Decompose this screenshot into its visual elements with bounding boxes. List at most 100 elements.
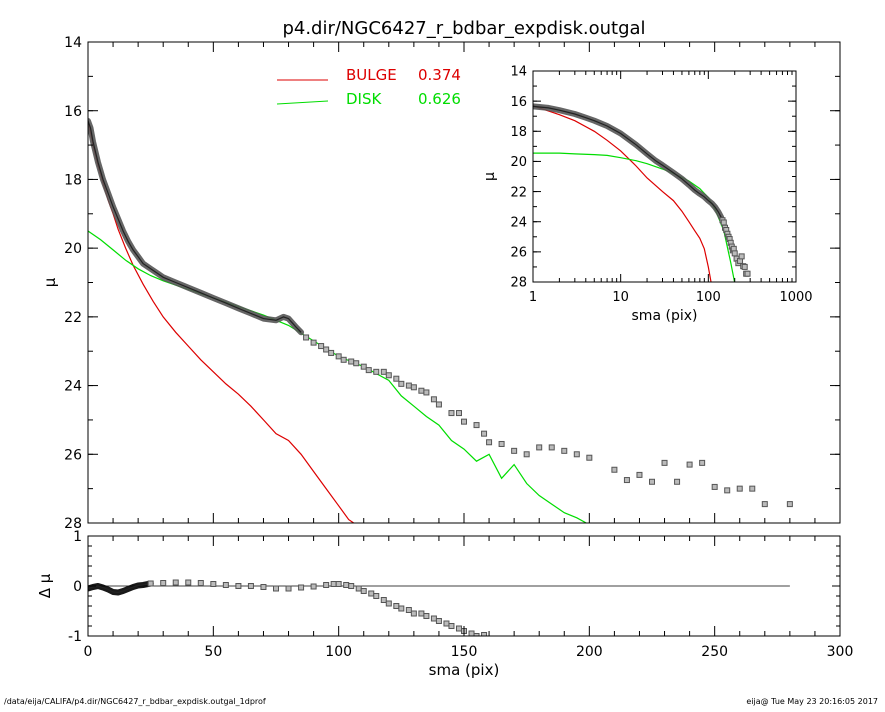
- residual-data-point: [410, 610, 417, 617]
- inset-ytick-label: 18: [510, 125, 527, 140]
- residual-data-point: [185, 579, 192, 586]
- inset-xtick-label: 1000: [779, 290, 812, 305]
- main-data-point: [398, 380, 405, 387]
- residual-data-point: [260, 584, 267, 590]
- main-data-point: [335, 353, 342, 360]
- main-data-point: [340, 356, 347, 363]
- residual-ytick-label: 0: [73, 579, 82, 595]
- residual-data-point: [443, 620, 450, 627]
- inset-ytick-label: 16: [510, 95, 527, 110]
- main-data-point: [348, 358, 355, 365]
- residual-data-point: [172, 579, 179, 586]
- inset-ytick-label: 22: [510, 185, 527, 200]
- residual-data-point: [430, 615, 437, 622]
- main-ytick-label: 22: [64, 310, 82, 326]
- main-ytick-label: 24: [64, 379, 82, 395]
- main-ytick-label: 18: [64, 172, 82, 188]
- main-data-point: [724, 487, 731, 494]
- residual-ytick-label: -1: [68, 629, 82, 645]
- main-ytick-label: 26: [64, 447, 82, 463]
- residual-series-0: [88, 580, 154, 596]
- main-data-point: [318, 343, 325, 350]
- residual-data-point: [423, 613, 430, 619]
- main-data-point: [353, 360, 360, 367]
- residual-data-point: [368, 590, 375, 597]
- inset-data-point: [741, 263, 748, 270]
- residual-data-point: [418, 610, 425, 617]
- main-ytick-label: 20: [64, 241, 82, 257]
- main-data-point: [686, 461, 693, 468]
- main-data-point: [323, 346, 330, 353]
- main-data-point: [736, 485, 743, 492]
- footer-path: /data/eija/CALIFA/p4.dir/NGC6427_r_bdbar…: [4, 697, 266, 706]
- legend-value-bulge: 0.374: [418, 66, 461, 84]
- main-data-point: [761, 501, 768, 508]
- residual-data-point: [468, 630, 475, 636]
- inset-series-2: [533, 103, 725, 221]
- legend-swatch-disk: [276, 100, 329, 105]
- residual-series-1: [147, 579, 488, 636]
- main-disk-line: [88, 230, 588, 523]
- main-y-axis-label: μ: [41, 277, 59, 287]
- residual-data-point: [393, 603, 400, 609]
- inset-panel: 14 16 18 20 22 24 26 281 10 100 1000 sma (pix) μ: [482, 65, 813, 324]
- main-data-point: [328, 349, 335, 356]
- main-data-point: [310, 339, 317, 346]
- residual-data-point: [473, 633, 480, 636]
- inset-data-point: [744, 270, 751, 277]
- residual-data-point: [435, 618, 442, 624]
- inset-series-3: [719, 217, 751, 277]
- residual-data-point: [348, 583, 355, 589]
- main-data-point: [674, 478, 681, 485]
- main-data-point: [473, 422, 480, 429]
- main-data-point: [711, 483, 718, 490]
- inset-ytick-label: 14: [510, 65, 527, 80]
- main-ytick-label: 16: [64, 104, 82, 120]
- main-series-3: [303, 334, 793, 508]
- residual-xtick-label: 0: [84, 644, 93, 660]
- main-data-point: [385, 372, 392, 379]
- main-series-1: [88, 230, 588, 523]
- residual-xtick-label: 250: [701, 644, 728, 660]
- main-data-point: [548, 444, 555, 451]
- inset-data-point: [738, 253, 745, 260]
- main-data-point: [455, 410, 462, 417]
- main-data-point: [405, 382, 412, 389]
- main-data-point: [536, 444, 543, 451]
- residual-data-point: [330, 581, 337, 587]
- main-data-point: [511, 447, 518, 454]
- inset-x-axis-label: sma (pix): [632, 308, 698, 324]
- residual-data-point: [197, 580, 204, 586]
- residual-data-point: [481, 632, 488, 636]
- inset-data-point: [731, 250, 738, 257]
- main-data-point: [410, 384, 417, 391]
- main-data-point: [418, 387, 425, 394]
- legend-label-disk: DISK: [346, 90, 382, 108]
- residual-data-point: [273, 585, 279, 592]
- residual-data-point: [398, 605, 405, 612]
- main-data-point: [380, 368, 387, 375]
- residual-data-point: [343, 582, 350, 588]
- main-data-point: [586, 454, 593, 461]
- inset-data-band-core: [533, 105, 722, 218]
- residual-xtick-label: 150: [451, 644, 478, 660]
- residual-ytick-label: 1: [73, 529, 82, 545]
- residual-data-point: [380, 597, 387, 603]
- main-ytick-label: 28: [64, 516, 82, 532]
- main-data-point: [786, 501, 793, 508]
- main-data-point: [360, 363, 367, 370]
- main-data-point: [523, 451, 530, 458]
- residual-data-point: [310, 583, 317, 590]
- main-data-point: [636, 471, 643, 478]
- residual-xtick-label: 200: [576, 644, 603, 660]
- residual-data-point: [160, 580, 167, 586]
- residual-data-point: [448, 623, 455, 629]
- residual-y-axis-label: Δ μ: [36, 573, 54, 598]
- inset-series-0: [533, 105, 712, 282]
- main-data-point: [561, 447, 568, 454]
- residual-data-point: [222, 582, 229, 588]
- residual-data-point: [335, 581, 342, 587]
